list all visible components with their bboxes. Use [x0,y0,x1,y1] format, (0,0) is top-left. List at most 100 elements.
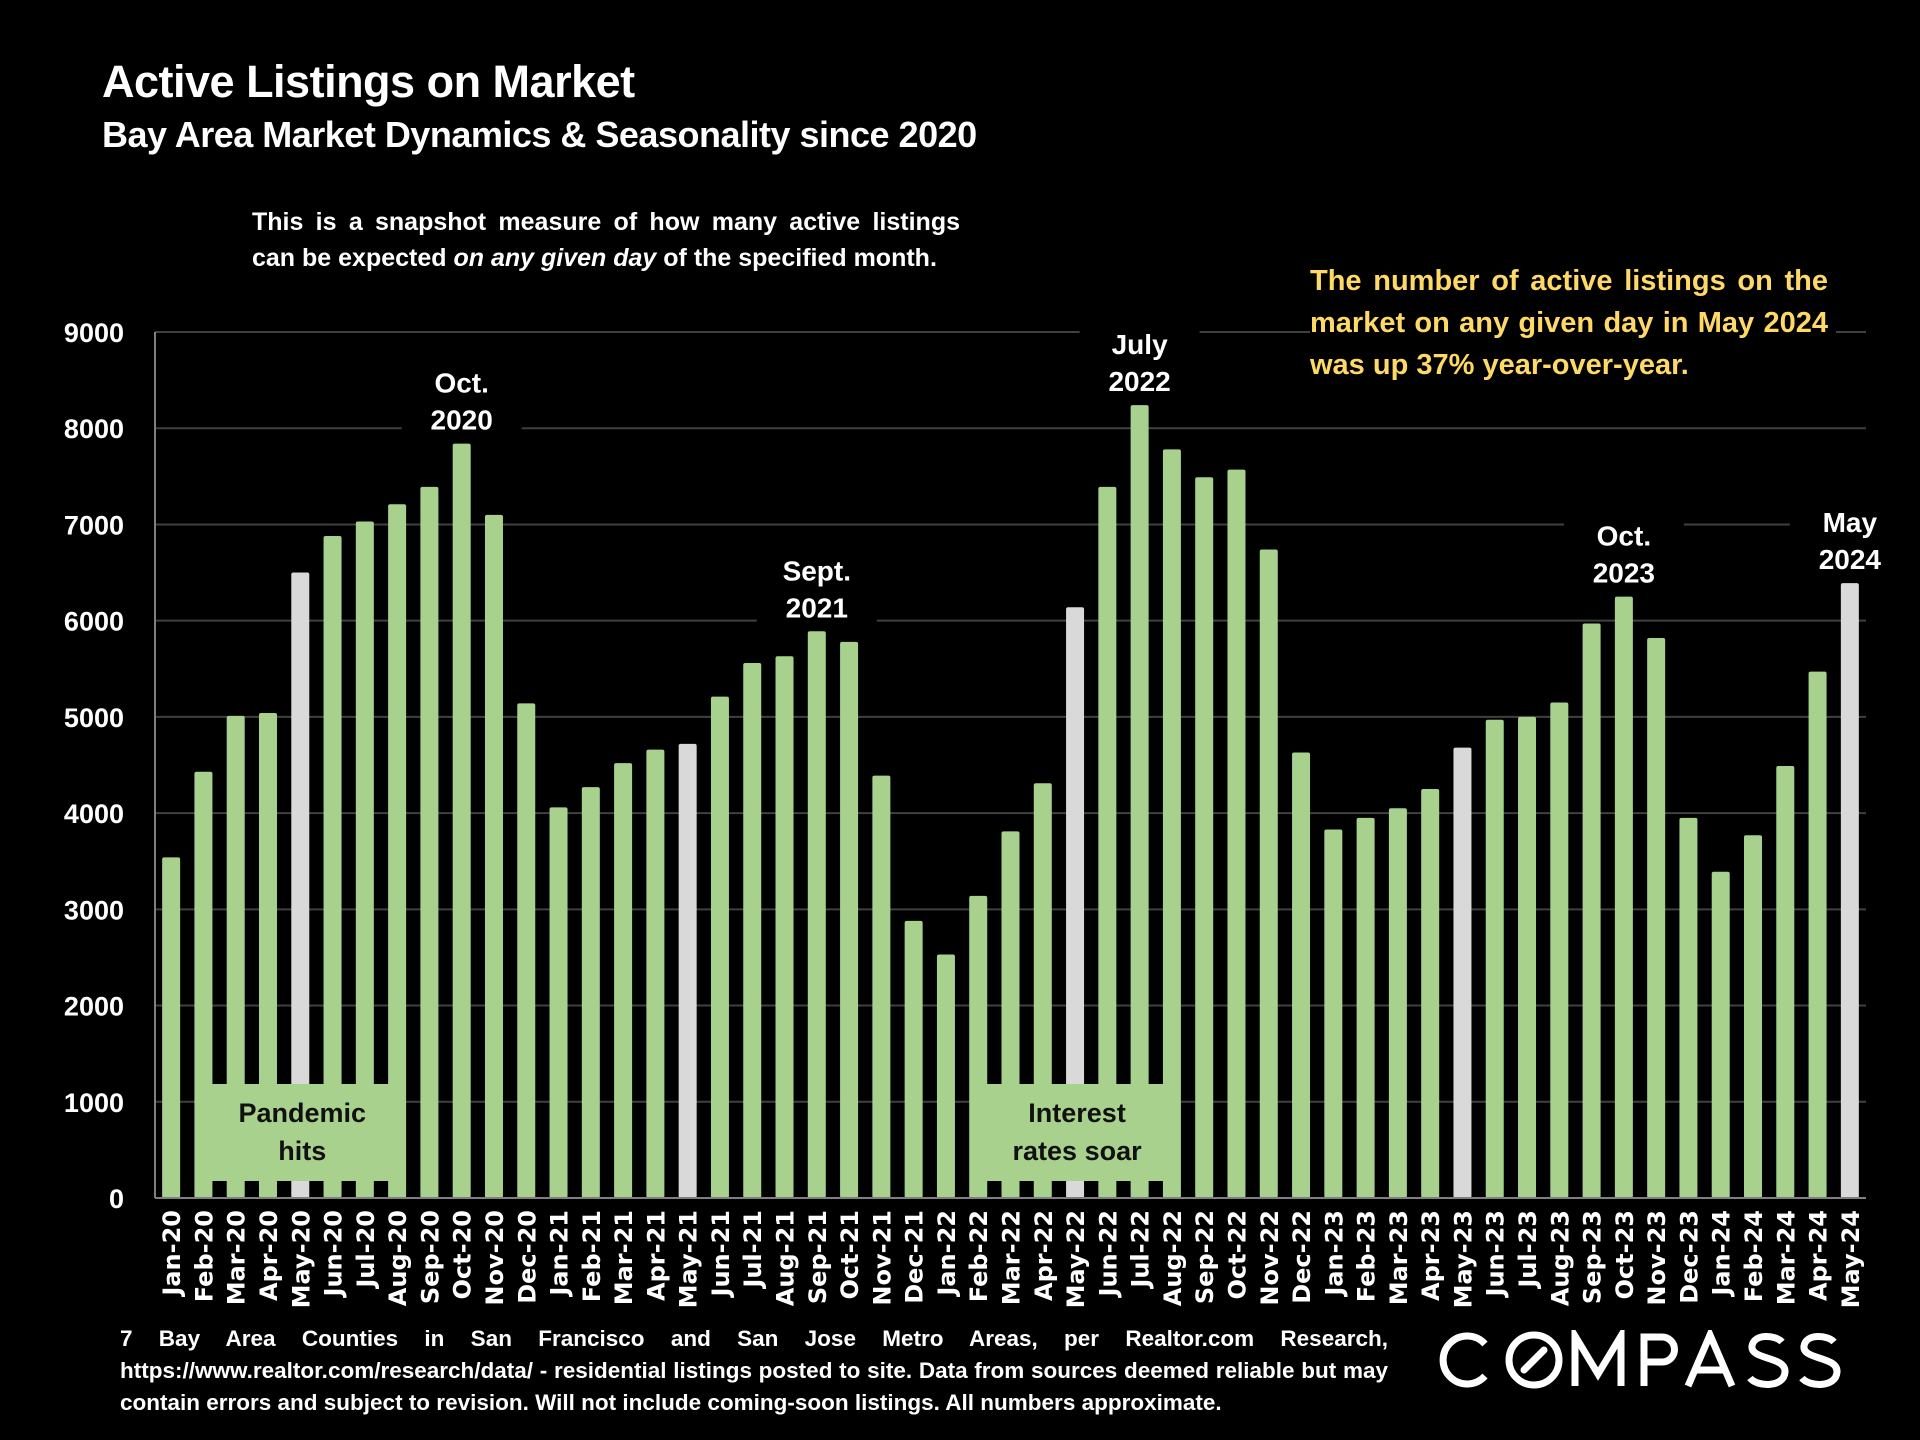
x-tick-label: Jan-23 [1320,1210,1348,1298]
bar-may-23 [1453,747,1472,1198]
y-axis-ticks: 0 1000 2000 3000 4000 5000 6000 7000 8000 9000 [64,318,124,1214]
x-tick-label: Nov-22 [1256,1210,1284,1306]
annotation-label: 2021 [786,592,848,623]
axes [154,332,1866,1199]
bar-sep-20 [420,486,439,1198]
bar-jan-21 [549,807,568,1198]
note-text-2: of the specified month. [656,244,937,272]
event-box [209,1084,396,1181]
logo-letter-c [1439,1332,1488,1388]
x-axis-ticks: Jan-20 Feb-20 Mar-20 Apr-20 May-20 Jun-20 Jul-… [158,1210,1865,1308]
x-tick-label: Dec-23 [1675,1210,1703,1304]
annotation-label: May [1823,507,1878,538]
bar-aug-21 [775,656,794,1198]
bar-sep-23 [1582,623,1601,1198]
x-tick-label: Jan-21 [546,1210,574,1298]
bar-oct-22 [1227,469,1246,1198]
logo-letter-s1 [1747,1333,1789,1388]
y-tick-label: 9000 [64,318,124,348]
x-tick-label: Jul-20 [352,1210,380,1290]
annotation-label: 2024 [1819,544,1882,575]
x-tick-label: Mar-22 [998,1210,1026,1305]
event-label: Pandemic [238,1098,366,1128]
x-tick-label: Mar-23 [1385,1210,1413,1305]
x-tick-label: Aug-22 [1159,1210,1187,1306]
x-tick-label: Jun-22 [1094,1210,1122,1298]
x-tick-label: May-23 [1449,1210,1477,1308]
y-tick-label: 6000 [64,607,124,637]
x-tick-label: Jul-23 [1514,1210,1542,1290]
x-tick-label: Nov-21 [868,1210,896,1306]
x-tick-label: Mar-24 [1772,1210,1800,1305]
annotation-label: Oct. [434,368,488,399]
x-tick-label: Oct-20 [449,1210,477,1299]
bar-feb-20 [194,771,213,1198]
annotation-label: 2023 [1593,558,1655,589]
compass-logo: COMPASS [1439,1330,1841,1389]
bar-feb-24 [1744,835,1763,1198]
event-label: rates soar [1013,1136,1143,1166]
x-tick-label: Dec-21 [901,1210,929,1304]
bar-nov-22 [1259,549,1278,1198]
x-tick-label: May-20 [287,1210,315,1308]
x-tick-label: Jan-20 [158,1210,186,1298]
x-tick-label: Feb-23 [1353,1210,1381,1302]
x-tick-label: Sep-23 [1579,1210,1607,1304]
x-tick-label: Jan-22 [933,1210,961,1298]
bar-aug-23 [1550,702,1569,1198]
y-tick-label: 2000 [64,992,124,1022]
x-tick-label: May-24 [1837,1210,1865,1308]
bar-jan-22 [936,954,955,1198]
x-tick-label: Apr-23 [1417,1210,1445,1301]
bar-nov-23 [1647,637,1666,1198]
bar-nov-20 [484,514,503,1198]
bar-mar-24 [1776,765,1795,1198]
note-text-1: This is a snapshot measure of how many a… [252,208,960,272]
y-tick-label: 0 [109,1184,124,1214]
x-tick-label: Mar-20 [223,1210,251,1305]
bar-oct-20 [452,443,471,1198]
x-tick-label: Aug-20 [384,1210,412,1306]
bar-feb-21 [581,787,600,1198]
x-tick-label: Feb-24 [1740,1210,1768,1302]
bar-apr-20 [258,713,277,1198]
x-tick-label: Aug-21 [772,1210,800,1306]
y-tick-label: 7000 [64,510,124,540]
bar-jul-21 [743,663,762,1198]
logo-letter-o [1505,1331,1563,1389]
bar-feb-22 [969,895,988,1198]
x-tick-label: Mar-21 [610,1210,638,1305]
bar-jan-24 [1711,871,1730,1198]
x-tick-label: Oct-23 [1611,1210,1639,1299]
bar-jul-22 [1130,405,1149,1198]
y-tick-label: 3000 [64,895,124,925]
bar-oct-21 [840,641,859,1198]
peak-annotations: Oct. 2020 Sept. 2021 July 2022 Oct. 2023 May 2024 [401,322,1910,629]
x-tick-label: May-21 [675,1210,703,1308]
event-boxes: Pandemic hits Interest rates soar [209,1084,1171,1181]
annotation-bg [401,360,522,441]
annotation-label: Oct. [1597,521,1651,552]
bar-apr-24 [1808,671,1827,1198]
bar-dec-23 [1679,817,1698,1198]
logo-needle-icon [1520,1346,1548,1374]
bar-mar-20 [226,715,245,1198]
y-tick-label: 8000 [64,414,124,444]
event-label: hits [278,1136,326,1166]
bar-jan-20 [162,857,181,1198]
y-tick-label: 4000 [64,799,124,829]
x-tick-label: Apr-21 [642,1210,670,1301]
bar-mar-21 [614,763,633,1198]
methodology-note: This is a snapshot measure of how many a… [252,204,960,276]
x-tick-label: Sep-22 [1191,1210,1219,1304]
annotation-bg [1789,500,1910,581]
bar-mar-23 [1388,808,1407,1198]
x-tick-label: Jun-20 [320,1210,348,1298]
bar-jan-23 [1324,829,1343,1198]
annotation-label: 2022 [1108,366,1170,397]
annotation-label: July [1112,329,1168,360]
y-tick-label: 1000 [64,1088,124,1118]
x-tick-label: Feb-20 [190,1210,218,1302]
x-tick-label: Jul-22 [1127,1210,1155,1290]
